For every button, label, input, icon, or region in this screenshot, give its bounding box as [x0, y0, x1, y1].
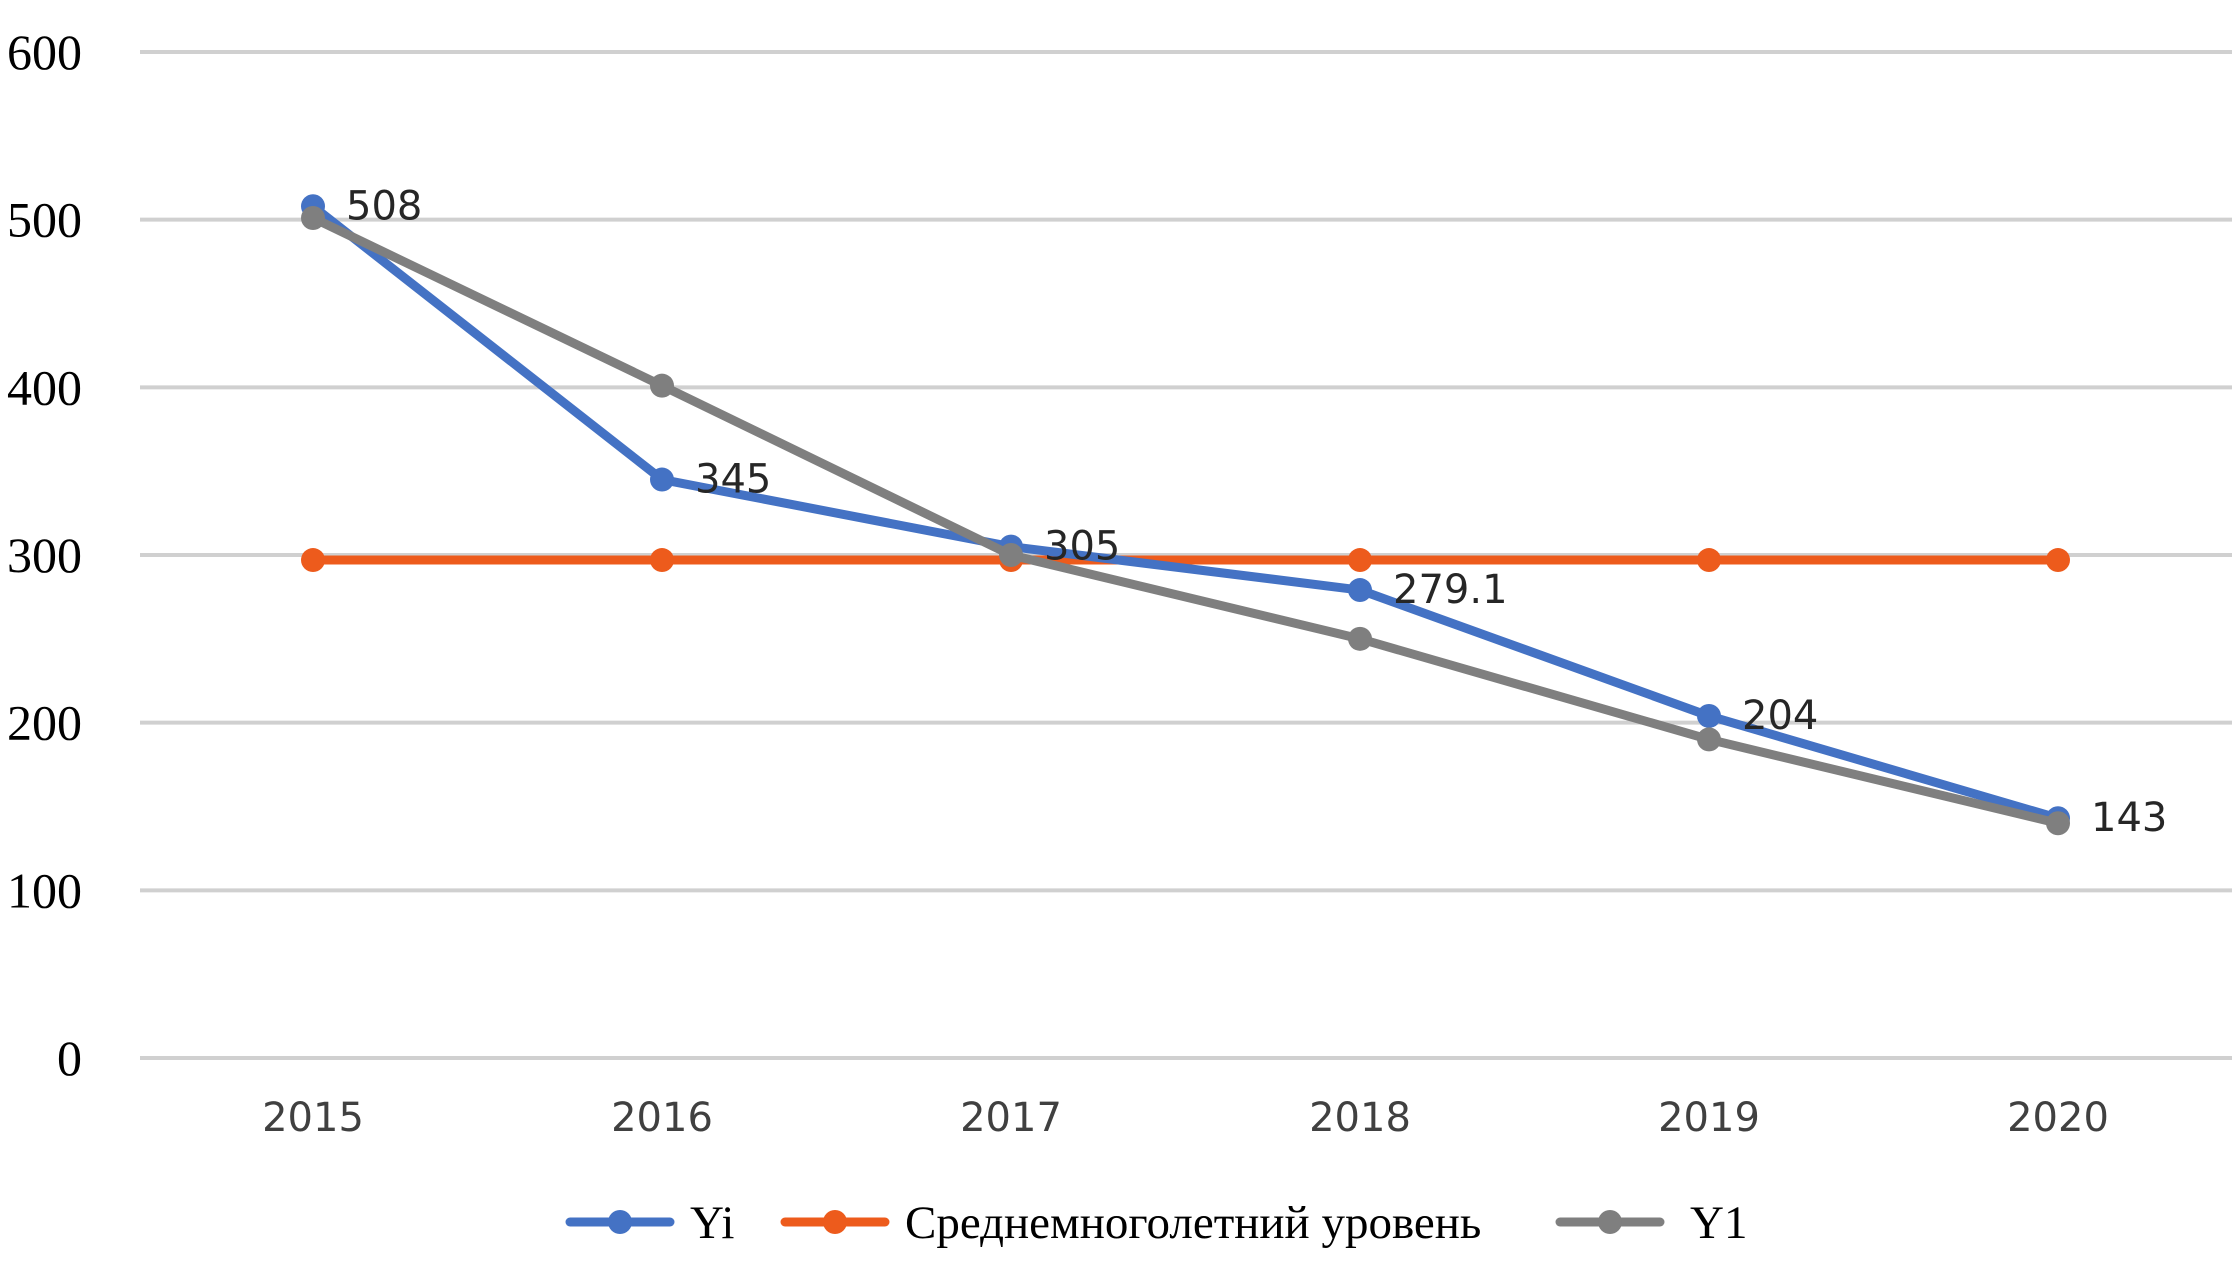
data-point: [1697, 548, 1721, 573]
x-tick-label: 2018: [1309, 1095, 1411, 1141]
data-point: [2046, 811, 2070, 836]
x-tick-label: 2020: [2007, 1095, 2109, 1141]
data-point: [650, 467, 674, 492]
y-tick-label: 400: [7, 359, 82, 415]
legend: Yi Среднемноголетний уровень Y1: [565, 1197, 1747, 1249]
data-label: 143: [2091, 795, 2167, 841]
x-tick-label: 2015: [262, 1095, 364, 1141]
legend-marker: [608, 1210, 632, 1234]
data-point: [650, 548, 674, 573]
legend-label: Yi: [690, 1197, 734, 1249]
data-point: [999, 543, 1023, 567]
x-tick-label: 2017: [960, 1095, 1062, 1141]
data-point: [301, 548, 325, 573]
series-среднемноголетний-уровень: [301, 548, 2070, 573]
data-point: [1348, 578, 1372, 603]
data-point: [2046, 548, 2070, 573]
data-label: 305: [1044, 524, 1120, 570]
y-tick-label: 600: [7, 24, 82, 80]
data-point: [1697, 703, 1721, 728]
legend-marker: [823, 1210, 847, 1234]
series-line: [308, 213, 2063, 828]
y-tick-label: 100: [7, 862, 82, 918]
legend-label: Y1: [1690, 1197, 1747, 1249]
data-label: 345: [695, 457, 771, 503]
data-label: 279.1: [1393, 567, 1508, 613]
legend-label: Среднемноголетний уровень: [905, 1197, 1481, 1249]
y-tick-label: 200: [7, 695, 82, 751]
data-point: [1348, 548, 1372, 573]
data-label: 508: [346, 183, 422, 229]
y-tick-label: 0: [57, 1030, 82, 1086]
series-lines: [301, 194, 2070, 836]
data-point: [301, 205, 325, 230]
y-tick-label: 500: [7, 192, 82, 248]
legend-item-среднемноголетний-уровень: Среднемноголетний уровень: [780, 1197, 1481, 1249]
data-point: [1348, 626, 1372, 651]
series-y1: [301, 205, 2070, 836]
x-tick-label: 2016: [611, 1095, 713, 1141]
legend-item-y1: Y1: [1555, 1197, 1747, 1249]
legend-marker: [1598, 1210, 1622, 1234]
y-axis-ticks: 0 100 200 300 400 500 600: [7, 24, 82, 1086]
data-label: 204: [1742, 693, 1818, 739]
data-labels: 508 345 305 279.1 204 143: [346, 183, 2167, 841]
legend-item-yi: Yi: [565, 1197, 734, 1249]
x-tick-label: 2019: [1658, 1095, 1760, 1141]
gridlines: [140, 50, 2232, 1060]
y-tick-label: 300: [7, 527, 82, 583]
x-axis-ticks: 2015 2016 2017 2018 2019 2020: [262, 1095, 2109, 1141]
series-line: [308, 201, 2063, 823]
data-point: [650, 373, 674, 398]
data-point: [1697, 727, 1721, 752]
